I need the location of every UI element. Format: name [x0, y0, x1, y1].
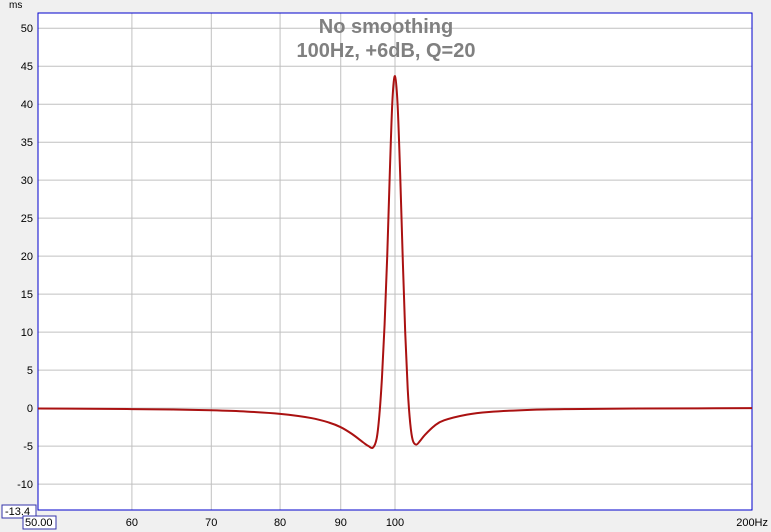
y-tick-label: 5	[27, 365, 33, 377]
y-tick-label: 25	[21, 213, 33, 225]
x-tick-label: 60	[126, 517, 138, 529]
y-tick-label: 15	[21, 289, 33, 301]
plot-frame	[37, 12, 753, 511]
x-min-readout-text: 50.00	[25, 517, 53, 529]
y-tick-label: 45	[21, 61, 33, 73]
x-tick-label: 80	[274, 517, 286, 529]
x-min-readout[interactable]: 50.00	[22, 515, 57, 530]
y-min-readout-text: -13.4	[5, 506, 30, 518]
x-tick-label: 70	[205, 517, 217, 529]
series-line-0	[37, 75, 753, 450]
x-min-readout-box	[22, 515, 57, 530]
y-min-readout-box	[1, 504, 37, 519]
y-min-readout[interactable]: -13.4	[1, 504, 37, 519]
y-tick-label: 10	[21, 327, 33, 339]
y-tick-label: -5	[23, 441, 33, 453]
y-tick-label: 20	[21, 251, 33, 263]
y-tick-label: 50	[21, 23, 33, 35]
tick-labels: -10 -5 0 5 10 15 20 25 30 35 40 45 50 60 70 80 90 100 200H…	[17, 23, 768, 529]
chart-title: No smoothing	[319, 16, 453, 38]
curve-layer	[37, 75, 753, 450]
plot-border	[37, 12, 753, 511]
y-tick-label: 35	[21, 137, 33, 149]
x-tick-label: 100	[386, 517, 404, 529]
y-tick-label: -10	[17, 479, 33, 491]
x-tick-label: 200Hz	[736, 517, 768, 529]
y-tick-label: 0	[27, 403, 33, 415]
x-tick-label: 90	[335, 517, 347, 529]
chart-subtitle: 100Hz, +6dB, Q=20	[297, 40, 476, 62]
y-tick-label: 30	[21, 175, 33, 187]
y-tick-label: 40	[21, 99, 33, 111]
y-axis-unit-label: ms	[9, 0, 22, 11]
